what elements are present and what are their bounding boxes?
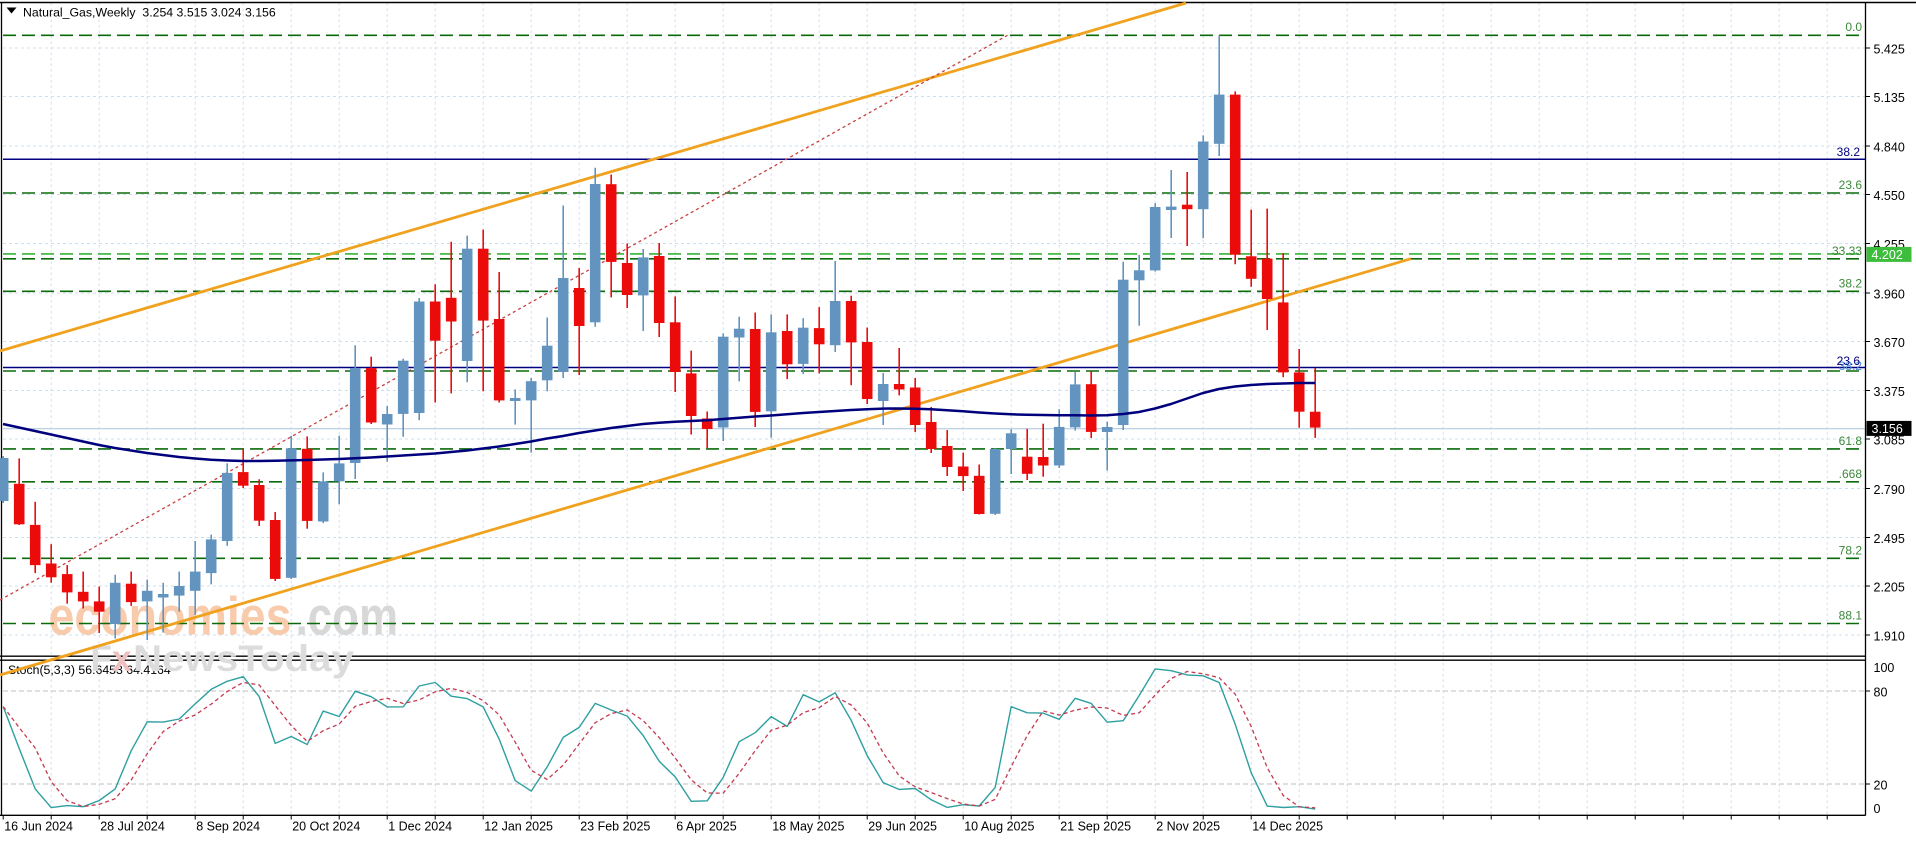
svg-text:5.425: 5.425 xyxy=(1874,42,1905,56)
svg-text:4.840: 4.840 xyxy=(1874,140,1905,154)
svg-text:12 Jan 2025: 12 Jan 2025 xyxy=(484,820,553,834)
svg-text:4.550: 4.550 xyxy=(1874,189,1905,203)
svg-text:0: 0 xyxy=(1874,802,1881,816)
svg-text:4.202: 4.202 xyxy=(1872,248,1903,262)
svg-text:Fx: Fx xyxy=(91,637,132,679)
svg-text:18 May 2025: 18 May 2025 xyxy=(772,820,844,834)
svg-text:.668: .668 xyxy=(1839,467,1863,481)
svg-text:Stoch(5,3,3) 56.6453 64.4164: Stoch(5,3,3) 56.6453 64.4164 xyxy=(8,663,171,677)
svg-text:61.8: 61.8 xyxy=(1839,434,1863,448)
svg-text:20: 20 xyxy=(1874,778,1888,792)
svg-text:23.6: 23.6 xyxy=(1837,354,1861,368)
svg-text:38.2: 38.2 xyxy=(1839,359,1863,373)
svg-text:16 Jun 2024: 16 Jun 2024 xyxy=(4,820,73,834)
svg-text:3.156: 3.156 xyxy=(1872,422,1903,436)
svg-text:1.910: 1.910 xyxy=(1874,629,1905,643)
svg-text:14 Dec 2025: 14 Dec 2025 xyxy=(1252,820,1323,834)
svg-text:3.085: 3.085 xyxy=(1874,433,1905,447)
svg-text:2.205: 2.205 xyxy=(1874,580,1905,594)
svg-text:3.960: 3.960 xyxy=(1874,287,1905,301)
svg-text:0.0: 0.0 xyxy=(1845,20,1862,34)
svg-text:6 Apr 2025: 6 Apr 2025 xyxy=(676,820,737,834)
svg-text:100: 100 xyxy=(1874,661,1895,675)
svg-text:23.6: 23.6 xyxy=(1839,178,1863,192)
svg-text:5.135: 5.135 xyxy=(1874,91,1905,105)
svg-text:78.2: 78.2 xyxy=(1839,544,1863,558)
svg-text:28 Jul 2024: 28 Jul 2024 xyxy=(100,820,165,834)
svg-text:23 Feb 2025: 23 Feb 2025 xyxy=(580,820,650,834)
svg-text:Natural_Gas,Weekly 3.254 3.51: Natural_Gas,Weekly 3.254 3.515 3.024 3.1… xyxy=(23,6,276,20)
svg-text:29 Jun 2025: 29 Jun 2025 xyxy=(868,820,937,834)
svg-text:.com: .com xyxy=(296,587,398,647)
svg-text:NewsToday: NewsToday xyxy=(133,637,354,679)
svg-text:80: 80 xyxy=(1874,685,1888,699)
svg-text:economies: economies xyxy=(49,587,292,647)
svg-text:33.33: 33.33 xyxy=(1832,244,1862,258)
svg-text:8 Sep 2024: 8 Sep 2024 xyxy=(196,820,260,834)
svg-text:38.2: 38.2 xyxy=(1837,145,1861,159)
svg-text:38.2: 38.2 xyxy=(1839,277,1863,291)
svg-text:2 Nov 2025: 2 Nov 2025 xyxy=(1156,820,1220,834)
svg-text:20 Oct 2024: 20 Oct 2024 xyxy=(292,820,360,834)
svg-text:1 Dec 2024: 1 Dec 2024 xyxy=(388,820,452,834)
svg-text:2.495: 2.495 xyxy=(1874,532,1905,546)
svg-text:2.790: 2.790 xyxy=(1874,483,1905,497)
svg-text:3.375: 3.375 xyxy=(1874,385,1905,399)
svg-text:3.670: 3.670 xyxy=(1874,336,1905,350)
svg-text:21 Sep 2025: 21 Sep 2025 xyxy=(1060,820,1131,834)
svg-text:88.1: 88.1 xyxy=(1839,609,1863,623)
svg-text:10 Aug 2025: 10 Aug 2025 xyxy=(964,820,1034,834)
